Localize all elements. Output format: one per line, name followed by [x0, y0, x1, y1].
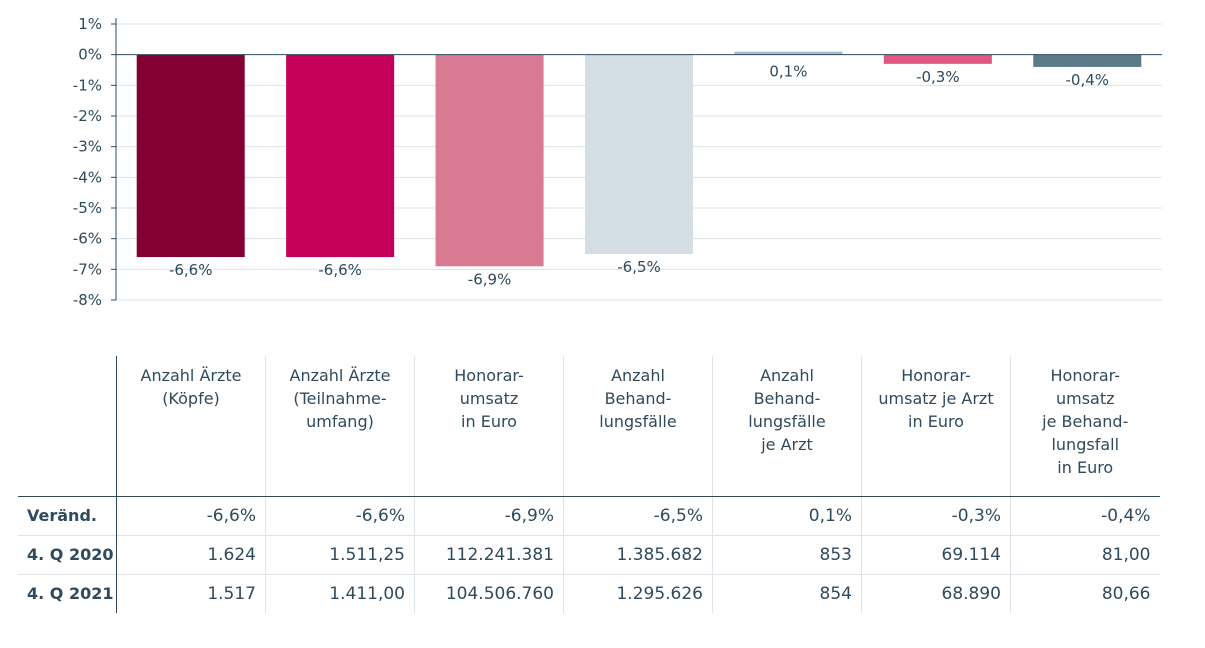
table-cell: 0,1% [712, 496, 862, 535]
table-cell: 854 [712, 574, 862, 613]
row-label: Veränd. [18, 496, 117, 535]
y-tick-label: -2% [73, 107, 102, 125]
bar [1033, 54, 1142, 67]
y-tick-label: -6% [73, 230, 102, 248]
bar [136, 54, 245, 258]
column-header: Anzahl Behand- lungsfälle je Arzt [712, 356, 862, 497]
table-cell: -6,5% [563, 496, 713, 535]
y-tick-label: -1% [73, 76, 102, 94]
column-header: Honorar- umsatz je Arzt in Euro [861, 356, 1011, 497]
data-label: 0,1% [769, 63, 807, 81]
bars [136, 51, 1142, 267]
data-label: -0,4% [1066, 71, 1110, 89]
table-row: 4. Q 2020 1.624 1.511,25 112.241.381 1.385.6… [18, 535, 1160, 574]
y-tick-label: -5% [73, 199, 102, 217]
y-tick-label: -3% [73, 138, 102, 156]
column-header: Honorar- umsatz je Behand- lungsfall in … [1010, 356, 1160, 497]
y-tick-label: -4% [73, 168, 102, 186]
table-cell: 1.624 [116, 535, 266, 574]
table-row: 4. Q 2021 1.517 1.411,00 104.506.760 1.295.6… [18, 574, 1160, 613]
data-label: -6,5% [617, 258, 661, 276]
table-cell: -6,6% [265, 496, 415, 535]
bar [286, 54, 395, 258]
y-tick-label: 0% [78, 46, 102, 64]
row-label: 4. Q 2020 [18, 535, 117, 574]
data-label: -6,6% [169, 261, 213, 279]
table-cell: 853 [712, 535, 862, 574]
bar-chart: 1%0%-1%-2%-3%-4%-5%-6%-7%-8% -6,6% -6,6%-… [73, 15, 1162, 309]
bar [585, 54, 693, 254]
table-cell: 112.241.381 [414, 535, 564, 574]
column-header: Honorar- umsatz in Euro [414, 356, 564, 497]
table-cell: 1.517 [116, 574, 266, 613]
data-table: Anzahl Ärzte (Köpfe) Anzahl Ärzte (Teilna… [18, 356, 1160, 613]
bar [883, 54, 992, 64]
table-cell: -0,4% [1101, 505, 1151, 526]
column-header: Anzahl Ärzte (Köpfe) [116, 356, 266, 497]
table-cell: 1.295.626 [563, 574, 713, 613]
table-cell: 1.411,00 [265, 574, 415, 613]
data-label: -0,3% [916, 68, 960, 86]
bar [734, 51, 843, 55]
table-cell: 1.385.682 [563, 535, 713, 574]
row-label: 4. Q 2021 [18, 574, 117, 613]
table-row: Veränd. -6,6% -6,6% -6,9% -6,5% 0,1% -0,3% -0,4… [18, 496, 1160, 535]
table-cell: 81,00 [1101, 544, 1151, 565]
table-corner-cell [18, 356, 117, 497]
table-cell: 80,66 [1101, 583, 1151, 604]
table-body: Veränd. -6,6% -6,6% -6,9% -6,5% 0,1% -0,3% -0,4… [18, 496, 1160, 613]
bar [435, 54, 544, 267]
table-cell: -6,6% [116, 496, 266, 535]
data-label: -6,9% [468, 270, 512, 288]
table-cell: -6,9% [414, 496, 564, 535]
table-cell: -0,3% [861, 496, 1011, 535]
y-tick-label: -8% [73, 291, 102, 309]
data-labels: -6,6% -6,6% -6,9% -6,5% 0,1% -0,3% -0,4% [169, 63, 1109, 289]
column-header: Anzahl Behand- lungsfälle [563, 356, 713, 497]
table-cell: 104.506.760 [414, 574, 564, 613]
y-tick-label: -7% [73, 260, 102, 278]
column-header: Anzahl Ärzte (Teilnahme- umfang) [265, 356, 415, 497]
table-cell: 69.114 [861, 535, 1011, 574]
y-axis-ticks: 1% 0% -1% -2% -3% -4% -5% -6% -7% -8% [73, 15, 116, 309]
y-tick-label: 1% [78, 15, 102, 33]
table-cell: 68.890 [861, 574, 1011, 613]
table-cell: 1.511,25 [265, 535, 415, 574]
data-label: -6,6% [318, 261, 362, 279]
data-table-container: Anzahl Ärzte (Köpfe) Anzahl Ärzte (Teilna… [18, 356, 1160, 613]
table-header-row: Anzahl Ärzte (Köpfe) Anzahl Ärzte (Teilna… [18, 356, 1160, 497]
